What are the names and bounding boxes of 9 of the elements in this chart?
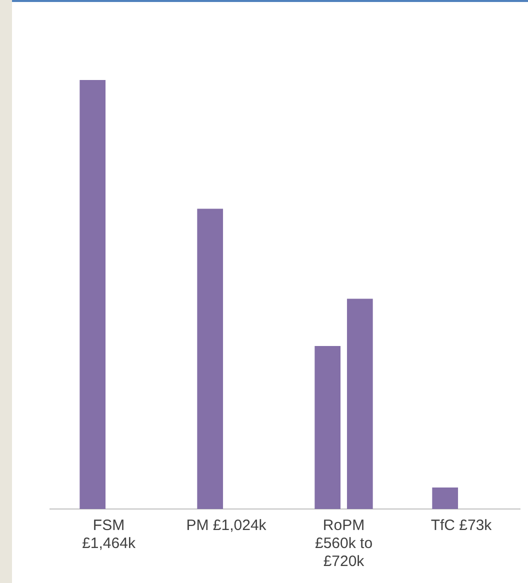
bar — [314, 346, 341, 509]
x-tick-label: TfC £73k — [430, 517, 492, 534]
bar — [80, 80, 106, 509]
bar — [197, 208, 224, 509]
x-tick-label: FSM £1,464k — [82, 517, 136, 552]
x-tick-label: RoPM £560k to £720k — [314, 517, 373, 570]
bar — [432, 488, 458, 509]
x-tick-label: PM £1,024k — [186, 517, 267, 534]
bar — [346, 298, 373, 509]
